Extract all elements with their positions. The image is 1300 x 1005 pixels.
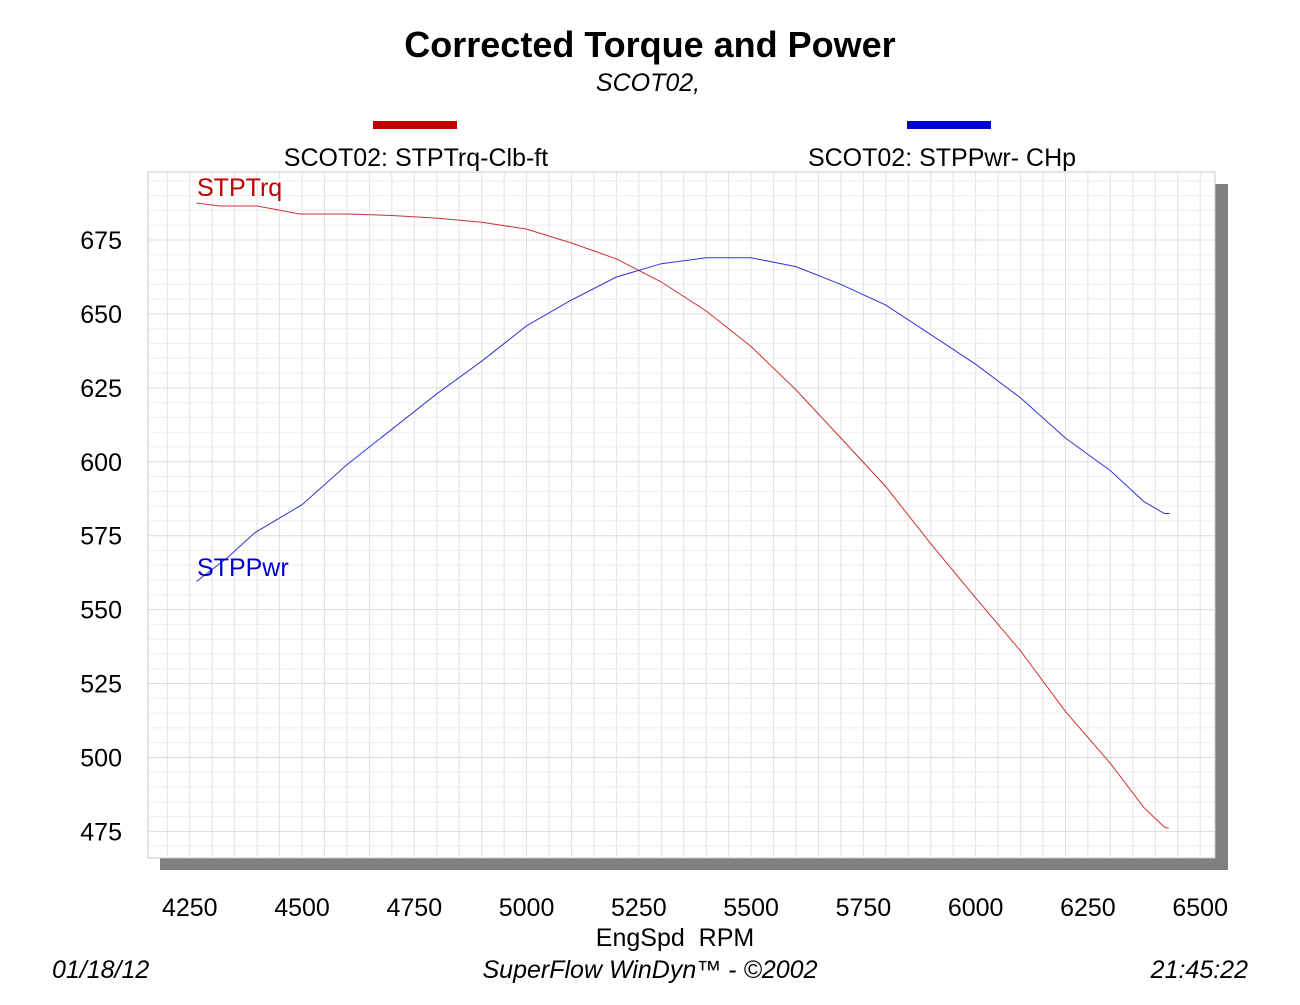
x-axis: 4250 4500 4750 5000 5250 5500 5750 6000 6250 6500 bbox=[162, 894, 1228, 922]
y-tick-label: 575 bbox=[80, 523, 122, 551]
y-tick-label: 650 bbox=[80, 301, 122, 329]
chart-title: Corrected Torque and Power bbox=[404, 24, 895, 65]
y-tick-label: 675 bbox=[80, 227, 122, 255]
legend-swatch-power bbox=[907, 121, 991, 129]
x-tick-label: 4250 bbox=[162, 894, 218, 922]
x-tick-label: 4750 bbox=[386, 894, 442, 922]
x-tick-label: 5000 bbox=[499, 894, 555, 922]
footer-software: SuperFlow WinDyn™ - ©2002 bbox=[483, 956, 818, 984]
footer-time: 21:45:22 bbox=[1150, 956, 1248, 984]
series-line-power bbox=[196, 257, 1170, 582]
series-label-power: STPPwr bbox=[197, 554, 289, 582]
x-tick-label: 6000 bbox=[948, 894, 1004, 922]
grid bbox=[148, 172, 1215, 858]
y-tick-label: 600 bbox=[80, 449, 122, 477]
legend-label-power: SCOT02: STPPwr- CHp bbox=[808, 144, 1076, 172]
y-tick-label: 550 bbox=[80, 597, 122, 625]
plot-area bbox=[147, 171, 1216, 859]
x-tick-label: 5250 bbox=[611, 894, 667, 922]
x-tick-label: 6500 bbox=[1172, 894, 1228, 922]
x-tick-label: 6250 bbox=[1060, 894, 1116, 922]
series-lines bbox=[196, 202, 1170, 829]
y-tick-label: 625 bbox=[80, 375, 122, 403]
x-tick-label: 5500 bbox=[723, 894, 779, 922]
x-tick-label: 5750 bbox=[836, 894, 892, 922]
y-axis: 675 650 625 600 575 550 525 500 475 bbox=[80, 227, 122, 846]
x-axis-label: EngSpd RPM bbox=[596, 924, 754, 952]
y-tick-label: 475 bbox=[80, 818, 122, 846]
legend-label-torque: SCOT02: STPTrq-Clb-ft bbox=[284, 144, 548, 172]
x-tick-label: 4500 bbox=[274, 894, 330, 922]
legend-swatch-torque bbox=[373, 121, 457, 129]
y-tick-label: 500 bbox=[80, 744, 122, 772]
chart-subtitle: SCOT02, bbox=[596, 69, 700, 97]
y-tick-label: 525 bbox=[80, 671, 122, 699]
series-line-torque bbox=[196, 202, 1169, 829]
footer-date: 01/18/12 bbox=[52, 956, 149, 984]
series-label-torque: STPTrq bbox=[197, 174, 282, 202]
